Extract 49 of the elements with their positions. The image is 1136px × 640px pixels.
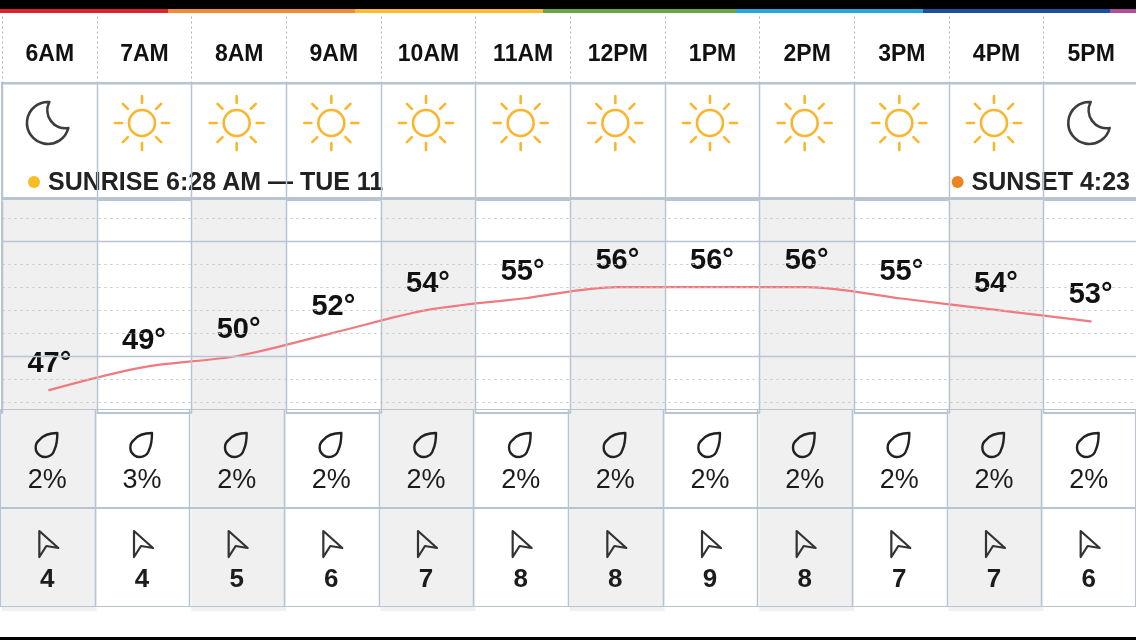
- data-label: 4: [40, 563, 56, 593]
- x-tick-label: 5PM: [1067, 39, 1115, 66]
- data-label: 5: [229, 563, 244, 593]
- x-tick-label: 4PM: [972, 39, 1021, 66]
- data-label: 55°: [500, 254, 545, 287]
- data-label: 56°: [595, 243, 640, 276]
- x-tick-label: 3PM: [878, 39, 926, 66]
- data-label: 2%: [27, 464, 67, 494]
- data-label: 55°: [879, 254, 924, 287]
- data-label: 2%: [974, 464, 1014, 494]
- x-tick-label: 9AM: [309, 39, 359, 66]
- data-label: 56°: [784, 243, 829, 276]
- data-label: 2%: [595, 464, 635, 494]
- text: SUNSET 4:23: [971, 167, 1130, 195]
- data-label: 2%: [690, 464, 730, 494]
- text: SUNRISE 6:28 AM — TUE 11: [48, 167, 384, 195]
- data-label: 2%: [217, 464, 257, 494]
- data-label: 50°: [216, 311, 261, 344]
- data-label: 2%: [311, 464, 351, 494]
- data-label: 6: [324, 563, 339, 593]
- data-label: 6: [1081, 563, 1096, 593]
- x-tick-label: 1PM: [688, 39, 737, 66]
- data-label: 4: [134, 563, 150, 593]
- data-label: 52°: [311, 288, 356, 321]
- data-label: 8: [797, 563, 812, 593]
- x-tick-label: 11AM: [493, 39, 554, 66]
- data-label: 2%: [879, 464, 919, 494]
- x-tick-label: 2PM: [783, 39, 831, 66]
- data-label: 2%: [1069, 464, 1109, 494]
- data-label: 54°: [406, 265, 450, 298]
- data-label: 7: [892, 563, 907, 593]
- data-label: 56°: [690, 243, 734, 276]
- data-label: 8: [608, 563, 623, 593]
- data-label: 8: [513, 563, 528, 593]
- data-label: 9: [702, 563, 718, 593]
- data-label: 49°: [122, 323, 166, 356]
- data-label: 2%: [501, 464, 541, 494]
- data-label: 3%: [122, 464, 162, 494]
- x-tick-label: 7AM: [120, 39, 169, 66]
- x-tick-label: 10AM: [397, 39, 460, 66]
- data-label: 2%: [785, 464, 825, 494]
- data-label: 53°: [1068, 277, 1113, 310]
- data-label: 7: [418, 563, 434, 593]
- x-tick-label: 6AM: [25, 39, 75, 66]
- x-tick-label: 8AM: [214, 39, 264, 66]
- data-label: 2%: [406, 464, 446, 494]
- x-tick-label: 12PM: [587, 39, 648, 66]
- data-label: 54°: [974, 265, 1018, 298]
- data-label: 7: [986, 563, 1002, 593]
